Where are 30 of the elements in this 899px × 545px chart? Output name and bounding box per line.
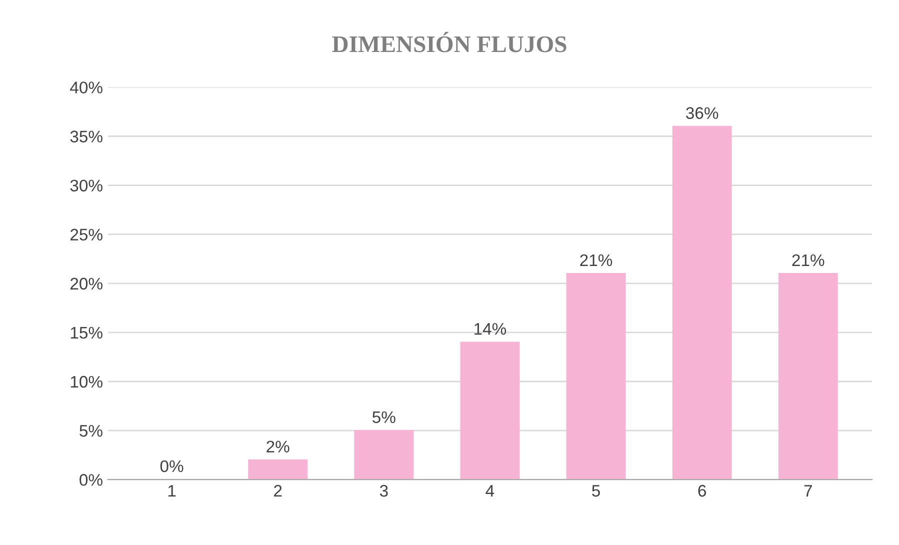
data-label: 2%	[266, 440, 290, 452]
y-tick-label: 35%	[70, 130, 102, 142]
x-tick-label: 4	[486, 485, 494, 497]
y-tick-label: 30%	[70, 180, 102, 192]
bar	[778, 273, 838, 480]
bar	[460, 342, 520, 480]
data-label: 21%	[792, 254, 824, 266]
data-label: 21%	[580, 254, 612, 266]
y-tick-label: 15%	[70, 326, 102, 339]
y-tick-label: 5%	[80, 425, 102, 437]
x-tick-label: 7	[804, 485, 812, 497]
bar	[672, 126, 732, 480]
bar	[248, 459, 308, 480]
x-tick-label: 1	[168, 485, 176, 497]
x-tick-label: 6	[698, 484, 706, 497]
x-tick-label: 5	[592, 485, 600, 497]
bar	[566, 273, 626, 480]
chart-title: DIMENSIÓN FLUJOS	[332, 32, 566, 52]
y-tick-label: 25%	[70, 228, 102, 241]
data-label: 5%	[372, 411, 396, 424]
bar	[354, 430, 414, 480]
data-label: 0%	[160, 460, 184, 472]
x-tick-label: 2	[274, 484, 282, 497]
data-label: 14%	[474, 323, 506, 335]
y-tick-label: 10%	[70, 376, 102, 388]
y-tick-label: 20%	[70, 278, 102, 290]
y-tick-label: 0%	[80, 474, 102, 486]
y-tick-label: 40%	[70, 82, 102, 94]
data-label: 36%	[686, 107, 718, 119]
x-tick-label: 3	[380, 484, 388, 497]
